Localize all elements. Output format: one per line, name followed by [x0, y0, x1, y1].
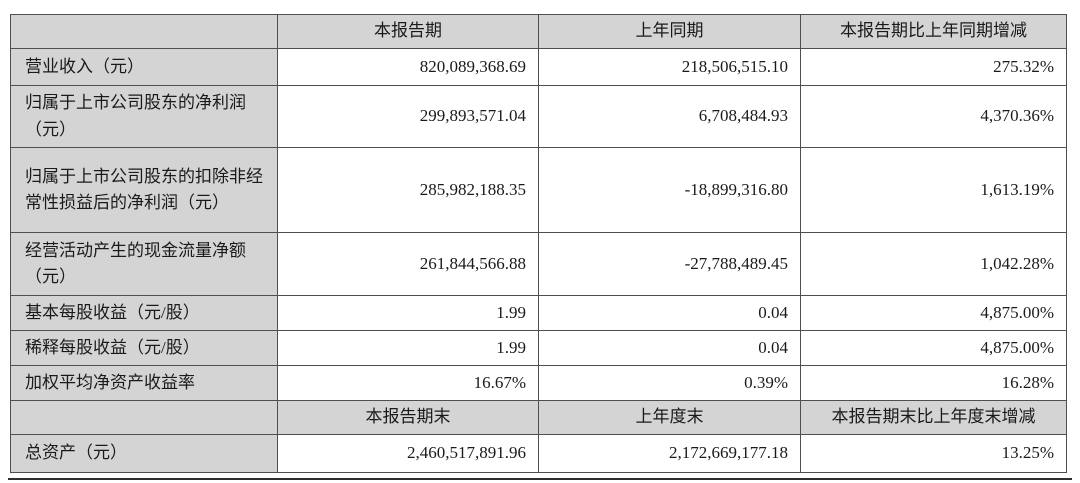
table-row-basic-eps: 基本每股收益（元/股） 1.99 0.04 4,875.00%: [10, 295, 1067, 331]
current-period-value: 261,844,566.88: [277, 232, 539, 296]
header-current-period: 本报告期: [277, 14, 539, 49]
period-end-header-row: 本报告期末 上年度末 本报告期末比上年度末增减: [10, 400, 1067, 435]
table-row-operating-cash-flow: 经营活动产生的现金流量净额（元） 261,844,566.88 -27,788,…: [10, 232, 1067, 296]
change-value: 4,370.36%: [800, 85, 1067, 148]
row-label: 营业收入（元）: [10, 48, 278, 86]
change-value: 4,875.00%: [800, 330, 1067, 366]
row-label: 稀释每股收益（元/股）: [10, 330, 278, 366]
row-label: 加权平均净资产收益率: [10, 365, 278, 401]
row-label: 归属于上市公司股东的扣除非经常性损益后的净利润（元）: [10, 147, 278, 233]
page-bottom-rule: [8, 478, 1072, 480]
table-row-net-profit: 归属于上市公司股东的净利润（元） 299,893,571.04 6,708,48…: [10, 85, 1067, 148]
period-header-row: 本报告期 上年同期 本报告期比上年同期增减: [10, 14, 1067, 49]
current-period-value: 2,460,517,891.96: [277, 434, 539, 473]
current-period-value: 16.67%: [277, 365, 539, 401]
key-financial-data-table: 本报告期 上年同期 本报告期比上年同期增减 营业收入（元） 820,089,36…: [10, 14, 1067, 473]
row-label: 归属于上市公司股东的净利润（元）: [10, 85, 278, 148]
current-period-value: 820,089,368.69: [277, 48, 539, 86]
prior-period-value: 218,506,515.10: [538, 48, 801, 86]
change-value: 13.25%: [800, 434, 1067, 473]
header-blank-cell: [10, 14, 278, 49]
header-prior-period: 上年同期: [538, 14, 801, 49]
table-row-operating-revenue: 营业收入（元） 820,089,368.69 218,506,515.10 27…: [10, 48, 1067, 86]
change-value: 275.32%: [800, 48, 1067, 86]
current-period-value: 299,893,571.04: [277, 85, 539, 148]
prior-period-value: 2,172,669,177.18: [538, 434, 801, 473]
change-value: 1,042.28%: [800, 232, 1067, 296]
table-row-total-assets: 总资产（元） 2,460,517,891.96 2,172,669,177.18…: [10, 434, 1067, 473]
header-prior-year-end: 上年度末: [538, 400, 801, 435]
row-label: 总资产（元）: [10, 434, 278, 473]
change-value: 1,613.19%: [800, 147, 1067, 233]
header-blank-cell: [10, 400, 278, 435]
row-label: 经营活动产生的现金流量净额（元）: [10, 232, 278, 296]
row-label: 基本每股收益（元/股）: [10, 295, 278, 331]
header-period-change: 本报告期比上年同期增减: [800, 14, 1067, 49]
prior-period-value: 6,708,484.93: [538, 85, 801, 148]
current-period-value: 1.99: [277, 295, 539, 331]
table-row-weighted-avg-roe: 加权平均净资产收益率 16.67% 0.39% 16.28%: [10, 365, 1067, 401]
prior-period-value: 0.04: [538, 330, 801, 366]
table-row-net-profit-excl-nonrecurring: 归属于上市公司股东的扣除非经常性损益后的净利润（元） 285,982,188.3…: [10, 147, 1067, 233]
current-period-value: 1.99: [277, 330, 539, 366]
current-period-value: 285,982,188.35: [277, 147, 539, 233]
header-current-period-end: 本报告期末: [277, 400, 539, 435]
table-row-diluted-eps: 稀释每股收益（元/股） 1.99 0.04 4,875.00%: [10, 330, 1067, 366]
prior-period-value: 0.04: [538, 295, 801, 331]
change-value: 16.28%: [800, 365, 1067, 401]
change-value: 4,875.00%: [800, 295, 1067, 331]
prior-period-value: -27,788,489.45: [538, 232, 801, 296]
header-period-end-change: 本报告期末比上年度末增减: [800, 400, 1067, 435]
prior-period-value: 0.39%: [538, 365, 801, 401]
prior-period-value: -18,899,316.80: [538, 147, 801, 233]
